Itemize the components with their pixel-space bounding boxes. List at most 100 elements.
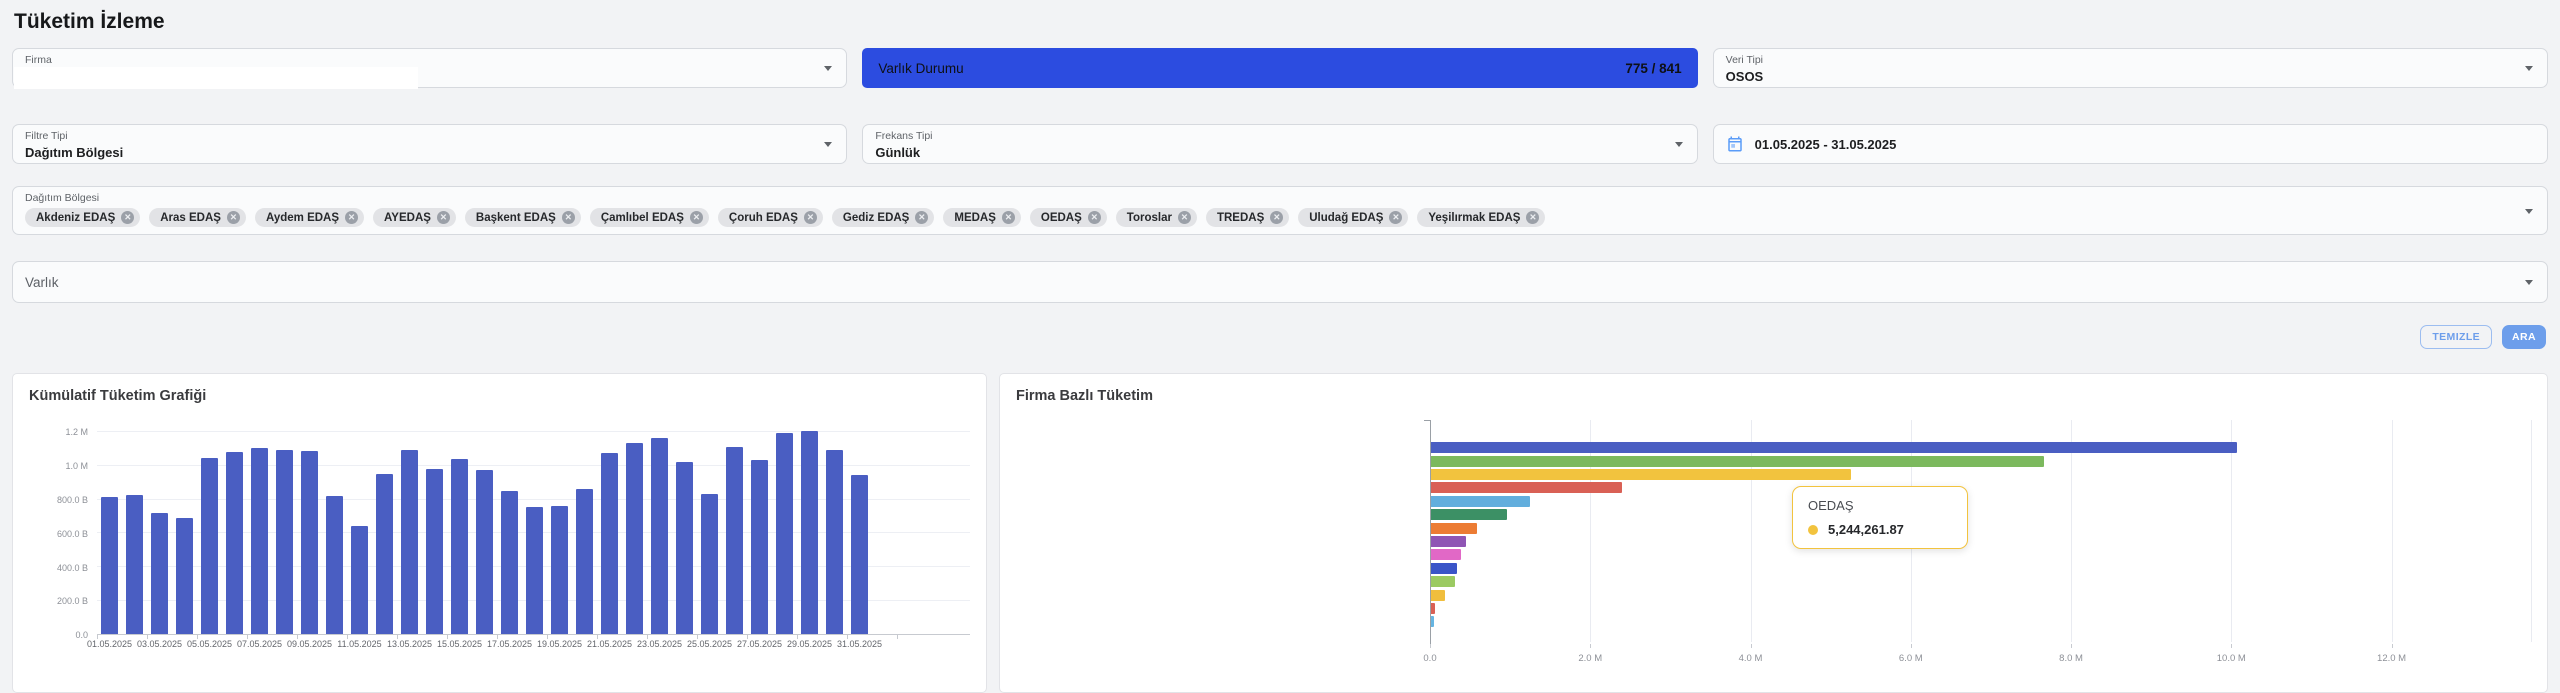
consumption-bar[interactable] (251, 448, 268, 635)
chip-remove-icon[interactable]: ✕ (561, 211, 575, 225)
consumption-bar[interactable] (451, 459, 468, 635)
frekans-tipi-select[interactable]: Frekans Tipi Günlük (862, 124, 1698, 164)
chip-remove-icon[interactable]: ✕ (689, 211, 703, 225)
gridline (97, 431, 970, 433)
firm-consumption-bar[interactable] (1431, 495, 1530, 507)
veri-tipi-label: Veri Tipi (1725, 54, 1764, 66)
firm-consumption-bar[interactable] (1431, 522, 1477, 534)
x-axis-tick (647, 635, 648, 640)
x-axis-tick (747, 635, 748, 640)
y-axis-label: 200.0 B (56, 596, 88, 607)
varlik-durumu-label: Varlık Durumu (878, 60, 964, 76)
consumption-bar[interactable] (751, 460, 768, 635)
temizle-button[interactable]: TEMIZLE (2420, 325, 2493, 350)
consumption-bar[interactable] (326, 495, 343, 635)
y-axis-label: 1.2 M (65, 427, 88, 438)
chip-remove-icon[interactable]: ✕ (1177, 211, 1191, 225)
consumption-bar[interactable] (726, 446, 743, 635)
consumption-bar[interactable] (226, 451, 243, 635)
region-chip: Yeşilırmak EDAŞ ✕ (1417, 208, 1546, 228)
chip-remove-icon[interactable]: ✕ (1389, 211, 1403, 225)
consumption-bar[interactable] (201, 458, 218, 635)
gridline (97, 498, 970, 500)
consumption-bar[interactable] (151, 513, 168, 635)
varlik-label: Varlık (25, 274, 59, 290)
consumption-bar[interactable] (426, 469, 443, 635)
x-axis-label: 17.05.2025 (486, 639, 533, 650)
chip-remove-icon[interactable]: ✕ (345, 211, 359, 225)
region-chip: MEDAŞ ✕ (943, 208, 1021, 228)
date-range-field[interactable]: 01.05.2025 - 31.05.2025 (1712, 124, 2548, 164)
consumption-bar[interactable] (801, 431, 818, 635)
chip-remove-icon[interactable]: ✕ (915, 211, 929, 225)
firm-consumption-bar[interactable] (1431, 482, 1622, 494)
ara-button[interactable]: ARA (2502, 325, 2546, 350)
firm-consumption-bar[interactable] (1431, 468, 1852, 480)
consumption-bar[interactable] (401, 449, 418, 635)
firm-consumption-bar[interactable] (1431, 602, 1435, 614)
firma-select[interactable]: Firma (12, 48, 848, 89)
y-axis-label: 800.0 B (56, 494, 88, 505)
chip-remove-icon[interactable]: ✕ (1087, 211, 1101, 225)
consumption-bar[interactable] (301, 450, 318, 635)
chip-remove-icon[interactable]: ✕ (1001, 211, 1015, 225)
consumption-bar[interactable] (676, 461, 693, 635)
region-chip-label: Akdeniz EDAŞ (36, 211, 116, 224)
chip-remove-icon[interactable]: ✕ (1270, 211, 1284, 225)
firm-consumption-bar[interactable] (1431, 549, 1461, 561)
firm-consumption-bar[interactable] (1431, 509, 1508, 521)
consumption-bar[interactable] (501, 490, 518, 635)
consumption-bar[interactable] (276, 449, 293, 635)
firm-consumption-bar[interactable] (1431, 455, 2044, 467)
consumption-bar[interactable] (351, 525, 368, 635)
consumption-bar[interactable] (601, 453, 618, 635)
consumption-bar[interactable] (126, 494, 143, 635)
consumption-bar[interactable] (776, 433, 793, 635)
y-axis-line (1430, 420, 1431, 645)
region-chip-label: Aras EDAŞ (160, 211, 221, 224)
x-axis-tick (897, 635, 898, 640)
filtre-tipi-value: Dağıtım Bölgesi (25, 145, 124, 161)
firm-consumption-bar[interactable] (1431, 442, 2238, 454)
x-axis-tick (797, 635, 798, 640)
filter-row-1: Firma Varlık Durumu 775 / 841 Veri Tipi … (12, 48, 2548, 89)
consumption-bar[interactable] (101, 497, 118, 635)
chip-remove-icon[interactable]: ✕ (226, 211, 240, 225)
firm-consumption-bar[interactable] (1431, 535, 1467, 547)
consumption-bar[interactable] (551, 505, 568, 635)
firm-consumption-bar[interactable] (1431, 576, 1456, 588)
veri-tipi-select[interactable]: Veri Tipi OSOS (1712, 48, 2548, 88)
tooltip-series-name: OEDAŞ (1808, 498, 1854, 514)
consumption-bar[interactable] (701, 493, 718, 635)
chip-remove-icon[interactable]: ✕ (1526, 211, 1540, 225)
filtre-tipi-select[interactable]: Filtre Tipi Dağıtım Bölgesi (12, 124, 848, 164)
firm-consumption-bar[interactable] (1431, 562, 1457, 574)
frekans-tipi-value: Günlük (875, 145, 921, 161)
tooltip-value: 5,244,261.87 (1828, 522, 1904, 538)
x-axis-label: 12.0 M (2377, 653, 2407, 665)
consumption-bar[interactable] (651, 438, 668, 635)
chip-remove-icon[interactable]: ✕ (436, 211, 450, 225)
consumption-bar[interactable] (476, 470, 493, 635)
firm-consumption-bar[interactable] (1431, 589, 1445, 601)
consumption-bar[interactable] (526, 507, 543, 635)
consumption-bar[interactable] (626, 443, 643, 635)
consumption-bar[interactable] (176, 517, 193, 635)
gridline (2391, 420, 2393, 643)
firm-consumption-bar[interactable] (1431, 616, 1435, 628)
varlik-select[interactable]: Varlık (12, 261, 2548, 304)
chip-remove-icon[interactable]: ✕ (803, 211, 817, 225)
varlik-durumu-status[interactable]: Varlık Durumu 775 / 841 (862, 48, 1698, 88)
chip-remove-icon[interactable]: ✕ (121, 211, 135, 225)
x-axis-label: 2.0 M (1578, 653, 1603, 665)
consumption-bar[interactable] (576, 488, 593, 635)
consumption-bar[interactable] (826, 449, 843, 635)
left-chart-title: Kümülatif Tüketim Grafiği (29, 388, 207, 405)
consumption-bar[interactable] (851, 475, 868, 635)
y-axis-label: 1.0 M (65, 461, 88, 472)
distribution-region-field[interactable]: Dağıtım Bölgesi Akdeniz EDAŞ ✕ Aras EDAŞ ✕ A… (12, 186, 2548, 236)
tooltip-value-row: 5,244,261.87 (1808, 522, 1952, 537)
x-axis-tick (1750, 644, 1752, 649)
consumption-bar[interactable] (376, 474, 393, 635)
x-axis-label: 27.05.2025 (736, 639, 783, 650)
